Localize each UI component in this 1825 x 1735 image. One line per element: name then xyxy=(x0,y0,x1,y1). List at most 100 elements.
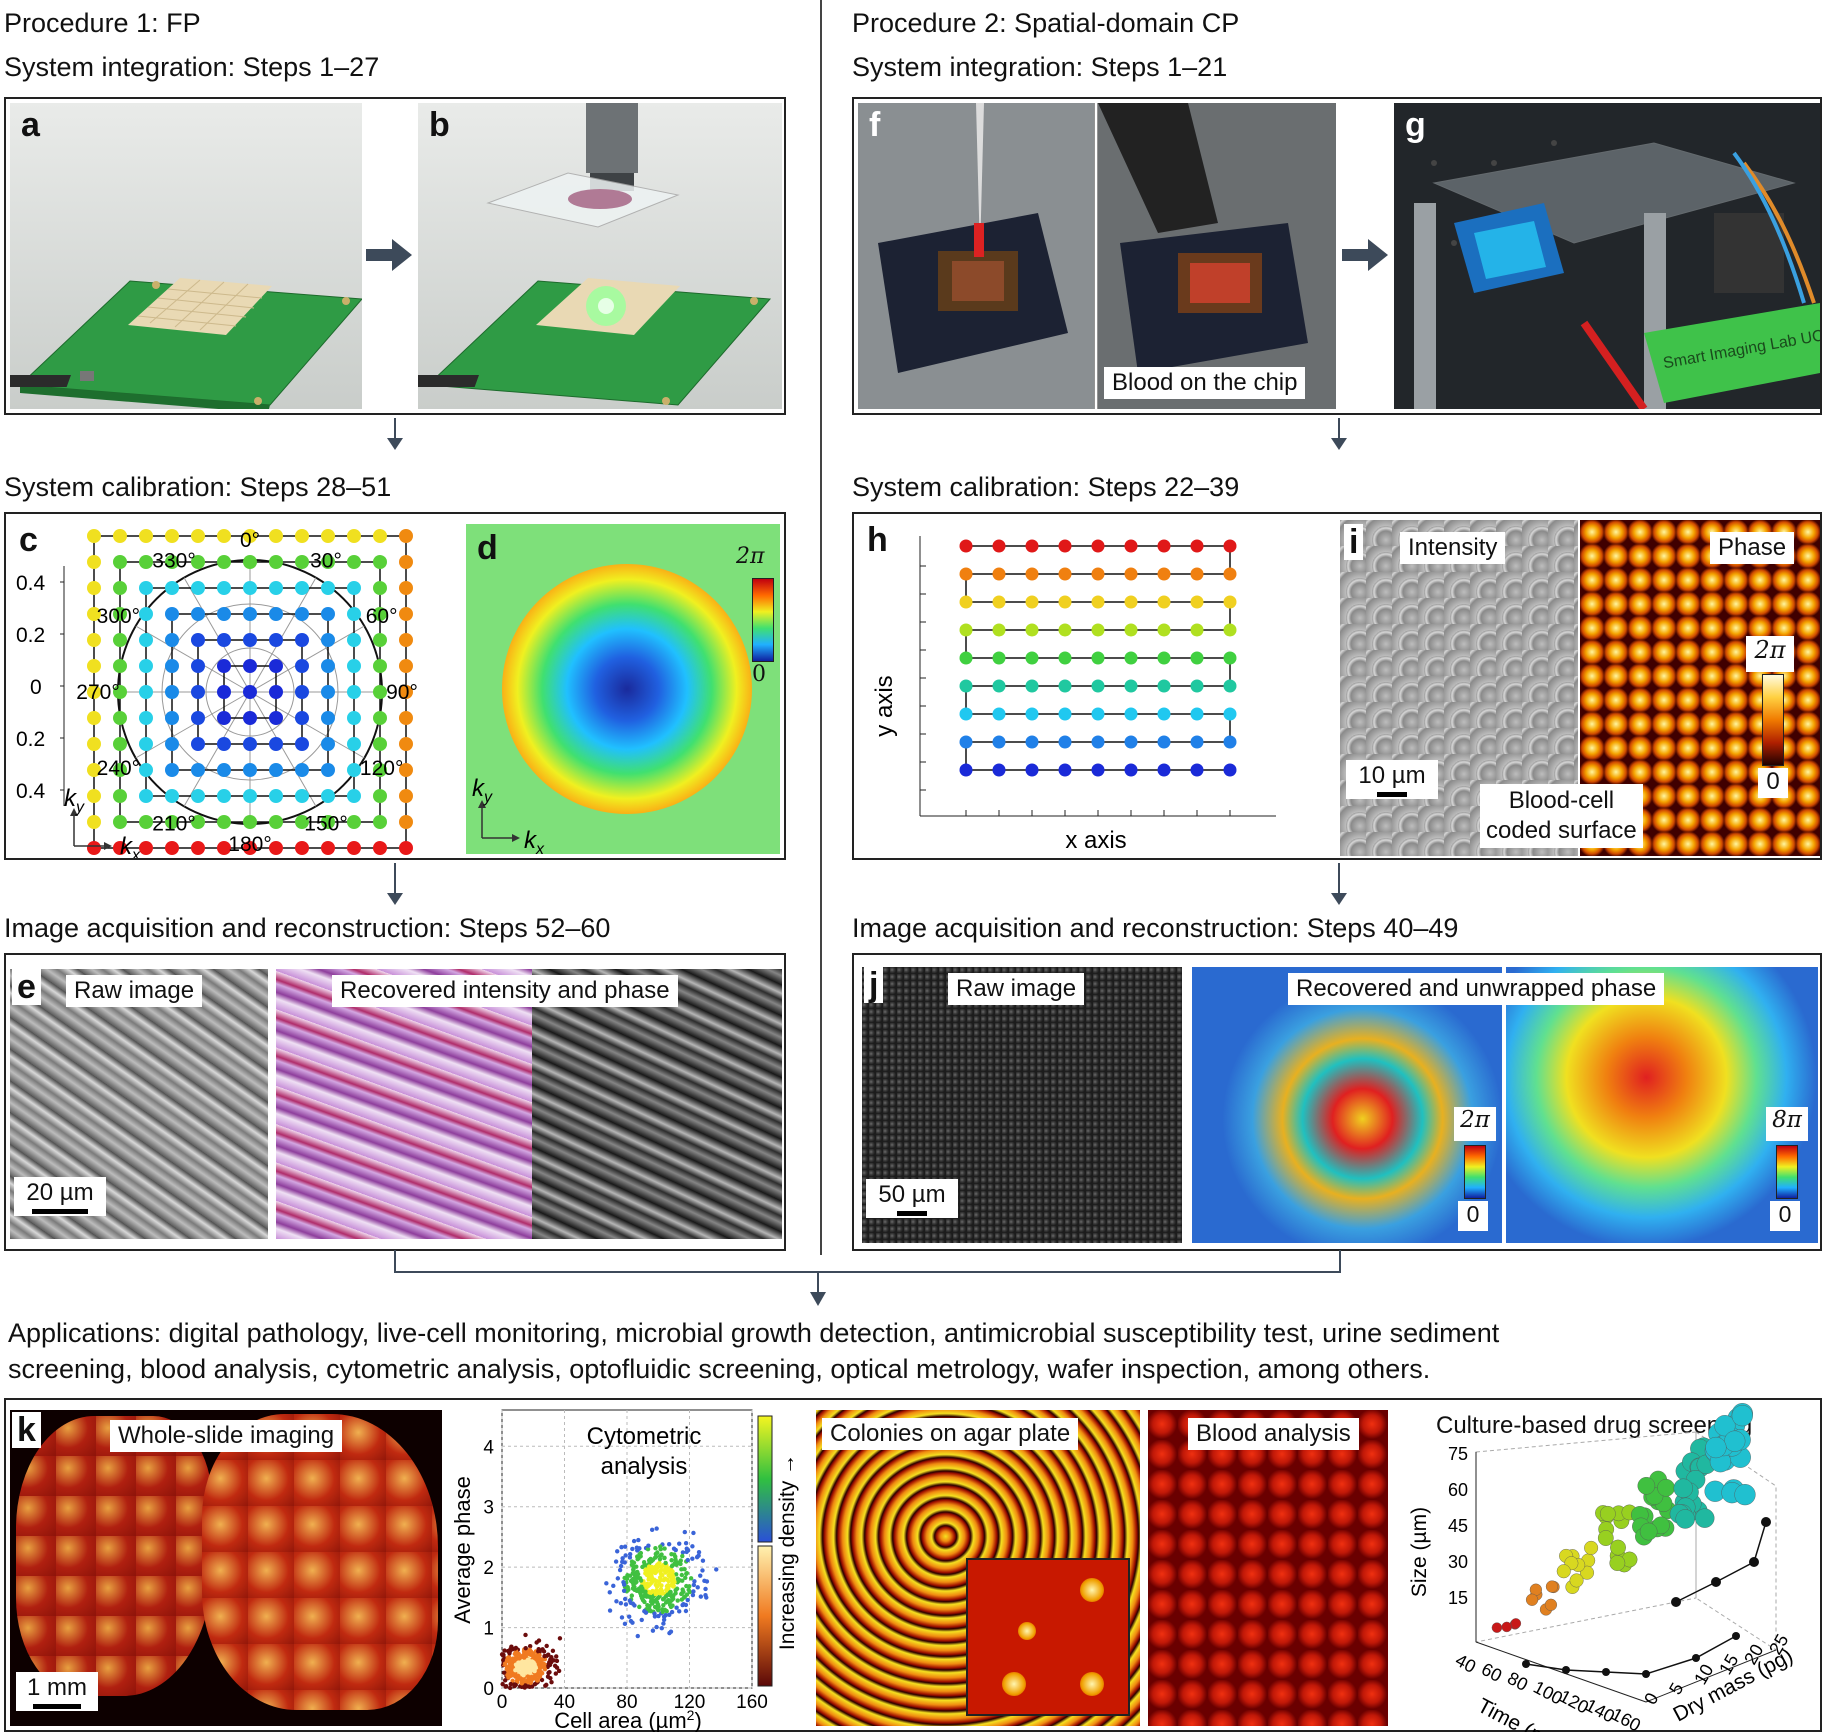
led-dot xyxy=(87,529,101,543)
led-dot xyxy=(243,815,257,829)
chart-title: Culture-based drug screening xyxy=(1436,1412,1753,1439)
recovered-intensity-image xyxy=(276,969,532,1239)
scatter-point xyxy=(540,1647,545,1652)
svg-text:kx: kx xyxy=(524,827,545,854)
colorbar-label: Increasing density → xyxy=(776,1454,799,1650)
arrow-down-icon xyxy=(387,863,403,905)
angle-label: 330° xyxy=(152,549,195,572)
led-dot xyxy=(321,659,335,673)
time-tick-label: 80 xyxy=(1504,1668,1531,1695)
scatter-point xyxy=(623,1553,628,1558)
scatter-point xyxy=(630,1620,635,1625)
trend-point xyxy=(1642,1670,1650,1678)
caption-line: coded surface xyxy=(1486,817,1637,844)
led-dot xyxy=(243,581,257,595)
led-dot xyxy=(373,581,387,595)
scan-point xyxy=(1190,707,1204,721)
scatter-point xyxy=(506,1675,511,1680)
panel-ab-box: a b xyxy=(4,97,786,415)
x-axis-label: x axis xyxy=(1065,827,1126,854)
led-dot xyxy=(113,789,127,803)
led-board-illustration xyxy=(10,278,362,409)
scatter-point xyxy=(519,1681,525,1686)
scan-point xyxy=(992,651,1006,665)
scatter-point xyxy=(549,1680,554,1685)
led-dot xyxy=(321,685,335,699)
scatter-point xyxy=(646,1543,651,1548)
arrow-down-icon xyxy=(1331,863,1347,905)
angle-label: 270° xyxy=(76,681,119,704)
scatter-point xyxy=(633,1570,639,1576)
x-tick-label: 160 xyxy=(736,1692,768,1713)
led-dot xyxy=(321,737,335,751)
scatter-point xyxy=(531,1664,537,1669)
led-dot xyxy=(113,711,127,725)
scatter-point xyxy=(636,1546,641,1552)
panel-g: g Smart Imaging Lab UConn xyxy=(1394,103,1820,409)
led-dot xyxy=(321,529,335,543)
led-dot xyxy=(243,529,257,543)
polar-spoke xyxy=(249,625,365,693)
scatter-point xyxy=(655,1590,660,1595)
polar-spoke xyxy=(183,691,251,807)
scatter-point xyxy=(645,1547,651,1552)
scan-point xyxy=(1157,623,1171,637)
drug-bubble xyxy=(1695,1508,1715,1528)
procedure1-integration-heading: System integration: Steps 1–27 xyxy=(4,52,380,82)
unwrapped-phase-image xyxy=(1506,967,1818,1243)
scatter-point xyxy=(544,1682,549,1688)
scan-point xyxy=(1058,595,1072,609)
scan-point xyxy=(1124,623,1138,637)
drug-bubble xyxy=(1501,1621,1512,1633)
trend-point xyxy=(1711,1577,1721,1587)
applications-line2: screening, blood analysis, cytometric an… xyxy=(8,1354,1431,1384)
led-dot xyxy=(139,555,153,569)
scatter-point xyxy=(659,1626,664,1631)
scan-point xyxy=(1025,595,1039,609)
scatter-point xyxy=(704,1595,709,1600)
scatter-point xyxy=(508,1667,513,1672)
led-dot xyxy=(113,529,127,543)
led-dot xyxy=(295,581,309,595)
scatter-point xyxy=(615,1576,621,1581)
scan-point xyxy=(1091,595,1105,609)
led-dot xyxy=(321,633,335,647)
scatter-point xyxy=(658,1544,663,1549)
scatter-point xyxy=(680,1550,686,1555)
x-tick-label: 120 xyxy=(674,1692,706,1713)
trend-point xyxy=(1749,1557,1759,1567)
scan-point xyxy=(1157,567,1171,581)
scatter-point xyxy=(607,1590,612,1595)
scan-point xyxy=(1223,623,1237,637)
scatter-point xyxy=(670,1569,675,1574)
scatter-point xyxy=(630,1546,635,1552)
scatter-point xyxy=(627,1598,633,1603)
led-dot xyxy=(321,763,335,777)
scatter-point xyxy=(714,1567,719,1572)
led-dot xyxy=(217,737,231,751)
scatter-point xyxy=(631,1538,637,1544)
scatter-point xyxy=(654,1569,660,1574)
scatter-point xyxy=(500,1681,505,1687)
scatter-point xyxy=(679,1591,684,1597)
scatter-point xyxy=(620,1559,625,1565)
kx-sub: x xyxy=(535,841,545,854)
led-dot xyxy=(165,633,179,647)
led-dot xyxy=(113,581,127,595)
polar-spoke xyxy=(183,577,251,693)
arrow-right-icon xyxy=(1342,239,1388,271)
phase-label: Phase xyxy=(1710,532,1795,564)
scan-point xyxy=(1190,735,1204,749)
procedure1-title: Procedure 1: FP xyxy=(4,8,201,38)
size-axis-label: Size (µm) xyxy=(1408,1507,1431,1597)
trend-point xyxy=(1692,1654,1700,1662)
scatter-point xyxy=(647,1582,652,1588)
scan-point xyxy=(1190,651,1204,665)
scatter-point xyxy=(680,1578,685,1583)
angle-label: 90° xyxy=(386,681,418,704)
scan-point xyxy=(1091,763,1105,777)
scatter-point xyxy=(671,1574,676,1580)
scatter-point xyxy=(648,1599,654,1604)
scan-point xyxy=(1058,763,1072,777)
wrapped-colorbar xyxy=(1464,1145,1486,1199)
